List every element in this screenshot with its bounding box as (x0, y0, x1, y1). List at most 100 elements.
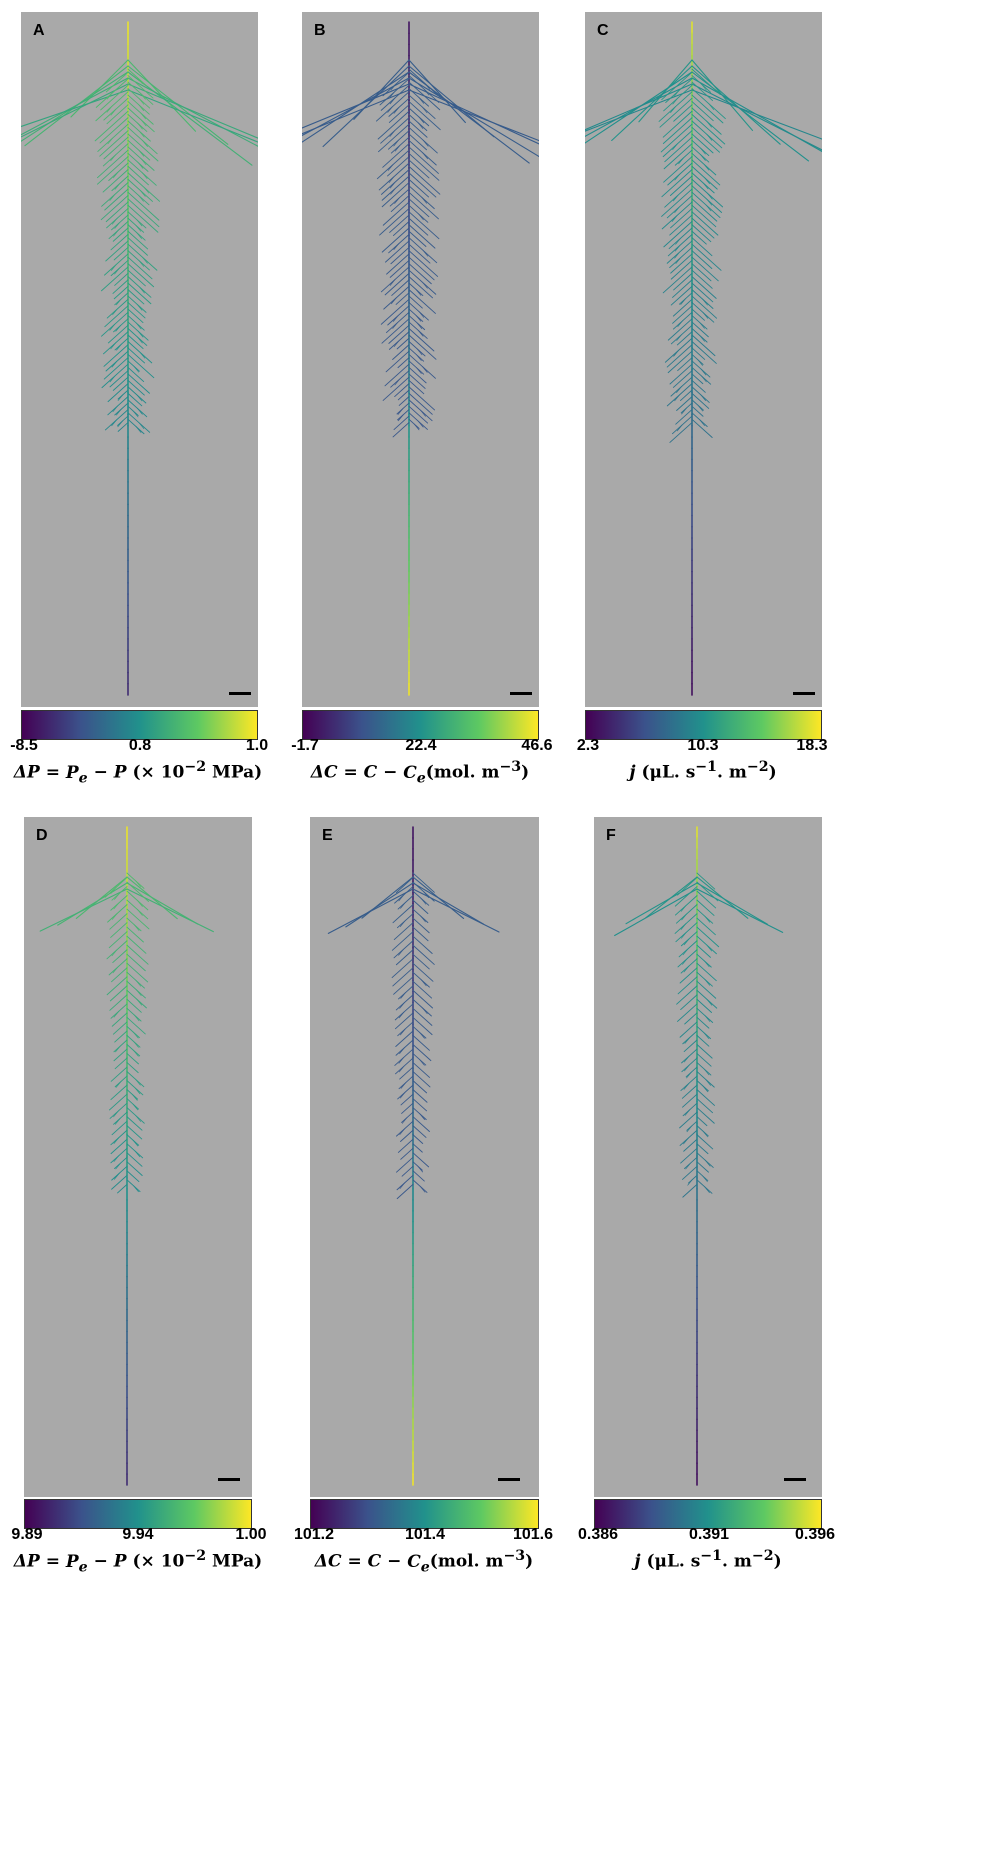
colorbar-e-tick-mid: 101.4 (404, 1526, 446, 1543)
lateral-root-91 (412, 953, 430, 970)
lateral-root-147 (691, 237, 713, 257)
colorbar-c-title: j (μL. s−1. m−2) (629, 759, 777, 783)
sub-lateral-162 (110, 264, 117, 271)
root-system-d (39, 826, 214, 1486)
sub-lateral-148 (702, 1130, 709, 1138)
lateral-root-153 (110, 234, 129, 251)
lateral-root-118 (696, 1035, 710, 1047)
lateral-root-116 (412, 1035, 430, 1051)
lateral-root-163 (408, 276, 434, 299)
crown-lateral-63 (302, 77, 410, 137)
scale-bar-c (793, 692, 815, 695)
sub-lateral-189 (393, 340, 400, 347)
crown-lateral-69 (127, 77, 258, 147)
lateral-root-150 (400, 1147, 414, 1160)
crown-lateral-63 (585, 77, 693, 138)
sub-lateral-216 (420, 409, 426, 417)
lateral-root-134 (127, 191, 160, 221)
lateral-root-92 (388, 104, 410, 123)
lateral-root-106 (408, 133, 427, 151)
sub-lateral-206 (394, 378, 401, 386)
sub-lateral-124 (143, 186, 150, 194)
crown-lateral-61 (322, 65, 410, 148)
sub-lateral-200 (700, 375, 707, 383)
sub-lateral-82 (138, 97, 145, 105)
sub-lateral-96 (137, 122, 143, 130)
sub-lateral-137 (131, 1094, 138, 1101)
sub-lateral-161 (115, 1162, 122, 1170)
lateral-root-185 (676, 331, 693, 346)
lateral-root-111 (684, 1012, 698, 1025)
sub-lateral-84 (106, 105, 113, 113)
sub-lateral-119 (702, 182, 709, 190)
lateral-root-114 (112, 1021, 128, 1035)
crown-lateral-71 (408, 89, 539, 142)
lateral-root-164 (391, 279, 410, 296)
lateral-root-147 (412, 1134, 424, 1144)
lateral-root-218 (107, 383, 129, 403)
sub-lateral-99 (135, 979, 142, 987)
sub-lateral-105 (706, 998, 713, 1006)
lateral-root-198 (127, 334, 144, 350)
lateral-root-143 (679, 1111, 698, 1129)
lateral-root-155 (408, 256, 435, 281)
sub-lateral-149 (674, 251, 680, 259)
lateral-root-122 (102, 169, 129, 193)
sub-lateral-131 (705, 1079, 711, 1086)
sub-lateral-122 (683, 1055, 690, 1063)
lateral-root-123 (696, 1053, 712, 1067)
lateral-root-152 (396, 1156, 414, 1173)
crown-lateral-62 (39, 888, 128, 932)
colorbar-b-tick-max: 46.6 (521, 737, 553, 754)
panel-label-b: B (314, 22, 326, 39)
crown-lateral-61 (345, 882, 414, 928)
lateral-root-95 (377, 110, 410, 140)
lateral-root-154 (127, 237, 148, 256)
lateral-root-213 (127, 366, 145, 382)
lateral-root-100 (106, 976, 128, 996)
lateral-root-90 (696, 944, 711, 958)
sub-lateral-88 (421, 106, 428, 114)
lateral-root-162 (384, 272, 410, 296)
sub-lateral-194 (697, 359, 703, 366)
sub-lateral-192 (137, 330, 144, 338)
lateral-root-158 (113, 247, 129, 261)
panel-label-c: C (597, 22, 609, 39)
sub-lateral-164 (687, 1178, 694, 1186)
lateral-root-66 (696, 872, 716, 890)
lateral-root-103 (676, 985, 698, 1005)
lateral-root-155 (691, 256, 719, 282)
sub-lateral-176 (677, 320, 684, 328)
colorbar-c-tick-mid: 10.3 (687, 737, 719, 754)
sub-lateral-146 (114, 1117, 121, 1125)
lateral-root-91 (106, 104, 129, 125)
sub-lateral-184 (699, 334, 705, 342)
sub-lateral-128 (139, 190, 146, 197)
lateral-root-86 (126, 926, 144, 943)
sub-lateral-88 (110, 108, 117, 116)
lateral-root-101 (664, 136, 693, 163)
sub-lateral-223 (417, 420, 424, 428)
panel-label-f: F (606, 827, 616, 844)
sub-lateral-220 (136, 394, 143, 402)
panel-a: A (21, 12, 258, 707)
lateral-root-195 (677, 357, 693, 372)
lateral-root-125 (126, 1053, 139, 1065)
lateral-root-123 (408, 172, 437, 198)
lateral-root-204 (408, 366, 427, 384)
sub-lateral-188 (135, 322, 142, 330)
lateral-root-144 (691, 230, 707, 245)
sub-lateral-129 (686, 1071, 692, 1079)
lateral-root-142 (696, 1107, 715, 1124)
crown-lateral-70 (408, 83, 539, 145)
lateral-root-194 (392, 344, 410, 360)
crown-lateral-65 (412, 888, 500, 933)
sub-lateral-165 (114, 267, 120, 275)
sub-lateral-182 (676, 334, 683, 341)
lateral-root-179 (667, 318, 693, 341)
colorbar-d-tick-min: 9.89 (11, 1526, 43, 1543)
panel-label-e: E (322, 827, 333, 844)
sub-lateral-108 (394, 144, 401, 152)
sub-lateral-160 (419, 1185, 426, 1193)
sub-lateral-140 (111, 217, 118, 225)
